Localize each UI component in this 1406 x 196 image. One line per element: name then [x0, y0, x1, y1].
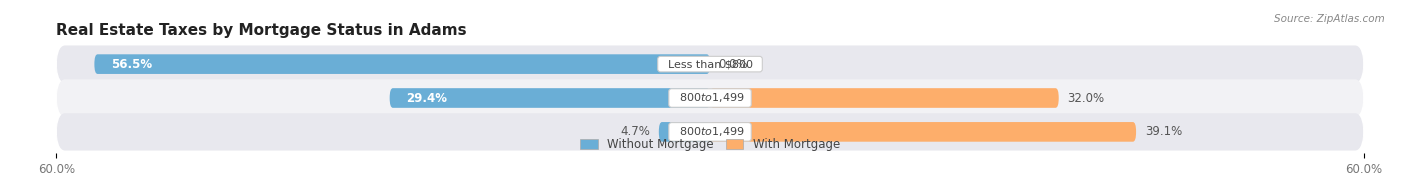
- FancyBboxPatch shape: [659, 122, 710, 142]
- Text: Real Estate Taxes by Mortgage Status in Adams: Real Estate Taxes by Mortgage Status in …: [56, 23, 467, 38]
- FancyBboxPatch shape: [94, 54, 710, 74]
- FancyBboxPatch shape: [710, 88, 1059, 108]
- FancyBboxPatch shape: [56, 79, 1364, 117]
- Text: Less than $800: Less than $800: [661, 59, 759, 69]
- Text: 56.5%: 56.5%: [111, 58, 152, 71]
- FancyBboxPatch shape: [710, 122, 1136, 142]
- Text: 4.7%: 4.7%: [620, 125, 650, 138]
- Legend: Without Mortgage, With Mortgage: Without Mortgage, With Mortgage: [575, 133, 845, 156]
- Text: 0.0%: 0.0%: [718, 58, 748, 71]
- FancyBboxPatch shape: [56, 45, 1364, 83]
- Text: Source: ZipAtlas.com: Source: ZipAtlas.com: [1274, 14, 1385, 24]
- Text: 39.1%: 39.1%: [1144, 125, 1182, 138]
- FancyBboxPatch shape: [56, 113, 1364, 151]
- Text: 32.0%: 32.0%: [1067, 92, 1105, 104]
- Text: $800 to $1,499: $800 to $1,499: [672, 125, 748, 138]
- Text: $800 to $1,499: $800 to $1,499: [672, 92, 748, 104]
- FancyBboxPatch shape: [389, 88, 710, 108]
- Text: 29.4%: 29.4%: [406, 92, 447, 104]
